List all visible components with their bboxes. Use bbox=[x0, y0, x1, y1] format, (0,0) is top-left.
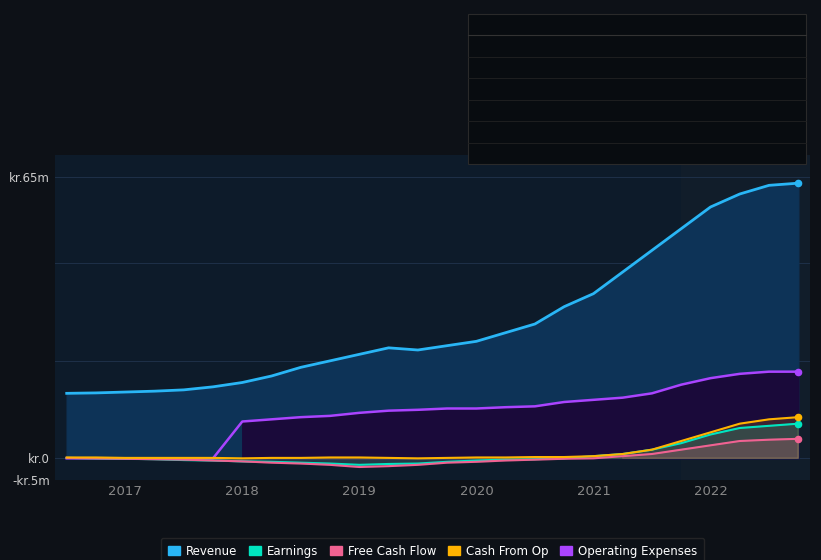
Text: /yr: /yr bbox=[667, 102, 685, 112]
Text: Jun 30 2022: Jun 30 2022 bbox=[475, 15, 558, 28]
Point bbox=[791, 179, 805, 188]
Text: /yr: /yr bbox=[667, 124, 685, 134]
Text: kr.62.580m: kr.62.580m bbox=[623, 38, 694, 48]
Text: Revenue: Revenue bbox=[475, 38, 523, 48]
Point bbox=[791, 413, 805, 422]
Text: /yr: /yr bbox=[667, 59, 685, 69]
Text: kr.8.081m: kr.8.081m bbox=[623, 59, 686, 69]
Text: Operating Expenses: Operating Expenses bbox=[475, 145, 587, 155]
Legend: Revenue, Earnings, Free Cash Flow, Cash From Op, Operating Expenses: Revenue, Earnings, Free Cash Flow, Cash … bbox=[161, 538, 704, 560]
Text: kr.4.456m: kr.4.456m bbox=[623, 102, 686, 112]
Text: profit margin: profit margin bbox=[654, 81, 731, 91]
Text: 12.9%: 12.9% bbox=[623, 81, 663, 91]
Text: Cash From Op: Cash From Op bbox=[475, 124, 553, 134]
Text: kr.19.795m: kr.19.795m bbox=[623, 145, 694, 155]
Point bbox=[791, 419, 805, 428]
Point bbox=[791, 435, 805, 444]
Text: /yr: /yr bbox=[671, 38, 690, 48]
Text: kr.9.667m: kr.9.667m bbox=[623, 124, 686, 134]
Text: /yr: /yr bbox=[671, 145, 690, 155]
Text: Earnings: Earnings bbox=[475, 59, 523, 69]
Text: Free Cash Flow: Free Cash Flow bbox=[475, 102, 558, 112]
Bar bbox=[681, 155, 821, 480]
Point bbox=[791, 367, 805, 376]
